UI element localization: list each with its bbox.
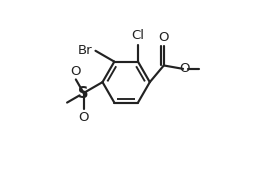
Text: O: O [179,62,189,75]
Text: O: O [159,31,169,44]
Text: O: O [70,64,81,78]
Text: Cl: Cl [132,29,145,42]
Text: S: S [79,85,89,100]
Text: O: O [79,111,89,124]
Text: Br: Br [78,44,93,57]
